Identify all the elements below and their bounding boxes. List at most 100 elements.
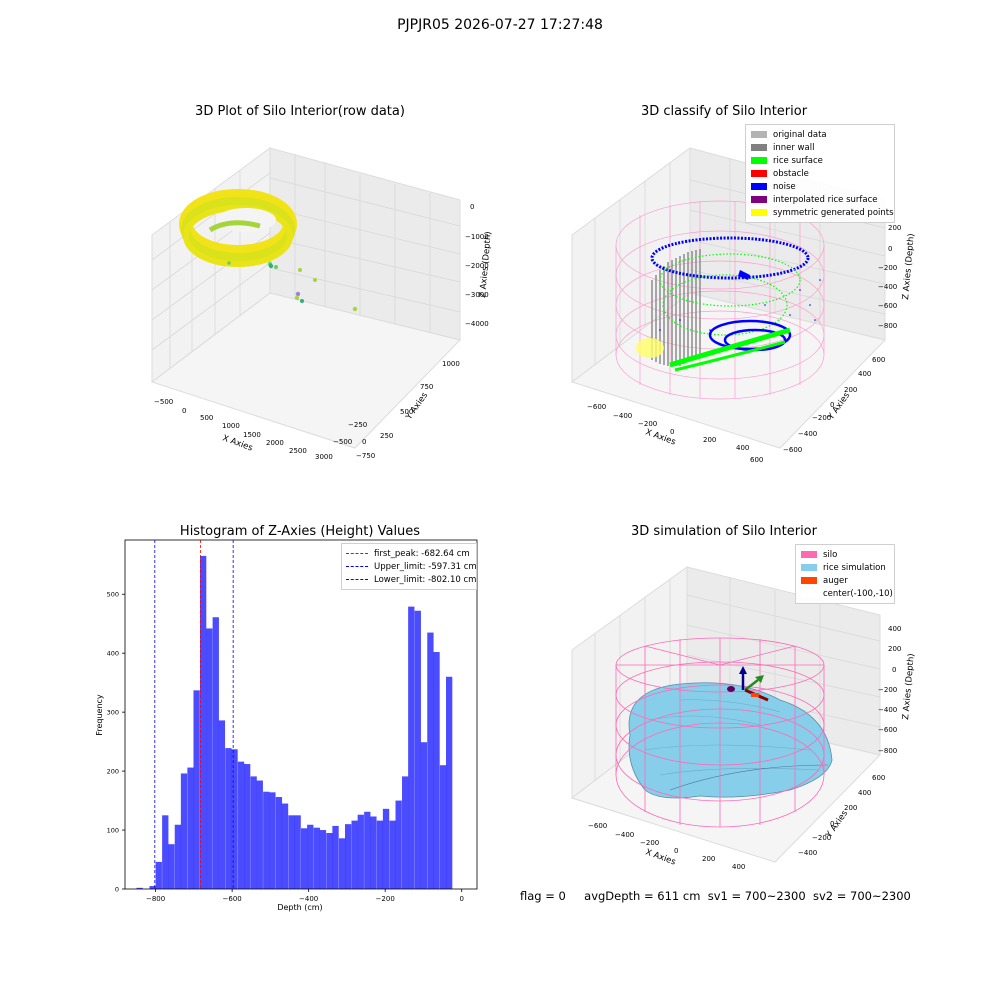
histogram-ytick-label: 200	[107, 768, 119, 776]
svg-text:−400: −400	[798, 849, 817, 857]
histogram-bar	[402, 776, 409, 889]
svg-text:−750: −750	[356, 452, 375, 460]
plot4-title: 3D simulation of Silo Interior	[631, 524, 817, 539]
legend-item-obstacle: obstacle	[751, 167, 889, 180]
histogram-bar	[275, 797, 283, 889]
legend-item-inner-wall: inner wall	[751, 141, 889, 154]
histogram-bar	[332, 825, 339, 889]
histogram-xtick-label: −200	[376, 895, 395, 903]
histogram-bar	[199, 555, 207, 889]
histogram-bar	[225, 748, 232, 889]
legend-line	[346, 566, 368, 567]
svg-text:−200: −200	[878, 686, 897, 694]
plot2-point-clouds	[636, 236, 821, 372]
histogram-bar	[389, 820, 396, 889]
figure-title: PJPJR05 2026-07-27 17:27:48	[397, 17, 603, 33]
histogram-xtick-label: −800	[146, 895, 165, 903]
histogram-xtick-label: −400	[299, 895, 318, 903]
histogram-bar	[256, 780, 263, 889]
svg-text:−800: −800	[878, 322, 897, 330]
plot2-title: 3D classify of Silo Interior	[640, 104, 808, 119]
legend-line	[346, 579, 368, 580]
svg-text:0: 0	[670, 428, 674, 436]
plot4-ylabel: Y Axies	[824, 808, 851, 840]
plot2-yticks: 600 400 200 0 −200 −400 −600	[783, 356, 885, 454]
legend-item-center: center(-100,-10)	[801, 587, 893, 600]
legend-item-symmetric-points: symmetric generated points	[751, 206, 894, 219]
histogram-bar	[174, 824, 182, 889]
legend-swatch	[801, 551, 817, 558]
svg-text:1000: 1000	[222, 422, 240, 430]
histogram-ytick-label: 100	[107, 827, 119, 835]
histogram-xticks: −800 −600 −400 −200 0	[146, 889, 464, 903]
svg-text:200: 200	[844, 804, 857, 812]
legend-swatch	[751, 144, 767, 151]
histogram-bar	[370, 816, 377, 889]
svg-text:400: 400	[736, 444, 749, 452]
status-avg-depth: avgDepth = 611 cm	[584, 889, 701, 903]
histogram-bar	[288, 815, 295, 889]
svg-text:400: 400	[732, 863, 745, 871]
svg-text:0: 0	[470, 203, 474, 211]
svg-text:200: 200	[844, 386, 857, 394]
svg-text:500: 500	[400, 408, 413, 416]
svg-text:−1000: −1000	[465, 233, 489, 241]
histogram-bar	[231, 749, 238, 889]
histogram-bar	[136, 887, 143, 889]
status-sv1: sv1 = 700~2300	[707, 889, 806, 903]
svg-text:−500: −500	[154, 398, 173, 406]
svg-text:−400: −400	[613, 412, 632, 420]
histogram-bar	[414, 610, 421, 889]
legend-swatch	[751, 196, 767, 203]
histogram-bar	[313, 827, 320, 889]
legend-swatch	[751, 131, 767, 138]
legend-swatch	[751, 209, 767, 216]
histogram-bar	[301, 828, 308, 889]
svg-text:0: 0	[362, 438, 366, 446]
histogram-bar	[281, 803, 289, 889]
plot1-title: 3D Plot of Silo Interior(row data)	[195, 104, 405, 119]
svg-text:200: 200	[888, 645, 901, 653]
svg-text:200: 200	[888, 224, 901, 232]
histogram-bar	[168, 844, 175, 889]
histogram-bar	[439, 765, 447, 889]
legend-item-noise: noise	[751, 180, 889, 193]
svg-text:0: 0	[674, 847, 678, 855]
legend-item-lower-limit: Lower_limit: -802.10 cm	[346, 573, 476, 586]
histogram-bar	[420, 742, 428, 889]
svg-text:600: 600	[872, 356, 885, 364]
histogram-bar	[395, 800, 402, 889]
svg-text:−250: −250	[348, 421, 367, 429]
histogram-bar	[237, 761, 245, 889]
svg-text:−600: −600	[878, 726, 897, 734]
histogram-bar	[155, 861, 162, 889]
svg-text:−600: −600	[878, 302, 897, 310]
plot2-axes: −600 −400 −200 0 200 400 600 X Axies 600…	[570, 147, 917, 464]
svg-text:200: 200	[703, 436, 716, 444]
histogram-ytick-label: 300	[107, 709, 119, 717]
svg-text:0: 0	[830, 401, 834, 409]
histogram-bar	[351, 820, 358, 889]
svg-text:250: 250	[380, 432, 393, 440]
histogram-ytick-label: 500	[107, 591, 119, 599]
histogram-bar	[376, 820, 384, 889]
histogram-bar	[162, 815, 169, 889]
status-sv2: sv2 = 700~2300	[812, 889, 911, 903]
plot4-zticks: 400 200 0 −200 −400 −600 −800	[878, 625, 901, 755]
svg-text:500: 500	[200, 414, 213, 422]
histogram-bar	[218, 720, 226, 889]
histogram-bar	[149, 886, 156, 889]
plot1-ylabel: Y Axies	[404, 390, 431, 422]
histogram-bar	[338, 838, 346, 889]
svg-text:−200: −200	[640, 839, 659, 847]
svg-text:−2000: −2000	[465, 262, 489, 270]
svg-text:0: 0	[892, 666, 896, 674]
plot4-xticks: −600 −400 −200 0 200 400	[588, 822, 745, 871]
histogram-bar	[263, 791, 270, 889]
svg-text:−4000: −4000	[465, 320, 489, 328]
histogram-xtick-label: 0	[459, 895, 463, 903]
histogram-legend: first_peak: -682.64 cm Upper_limit: -597…	[341, 543, 477, 590]
svg-text:−800: −800	[878, 747, 897, 755]
histogram-xtick-label: −600	[223, 895, 242, 903]
svg-text:−600: −600	[588, 822, 607, 830]
